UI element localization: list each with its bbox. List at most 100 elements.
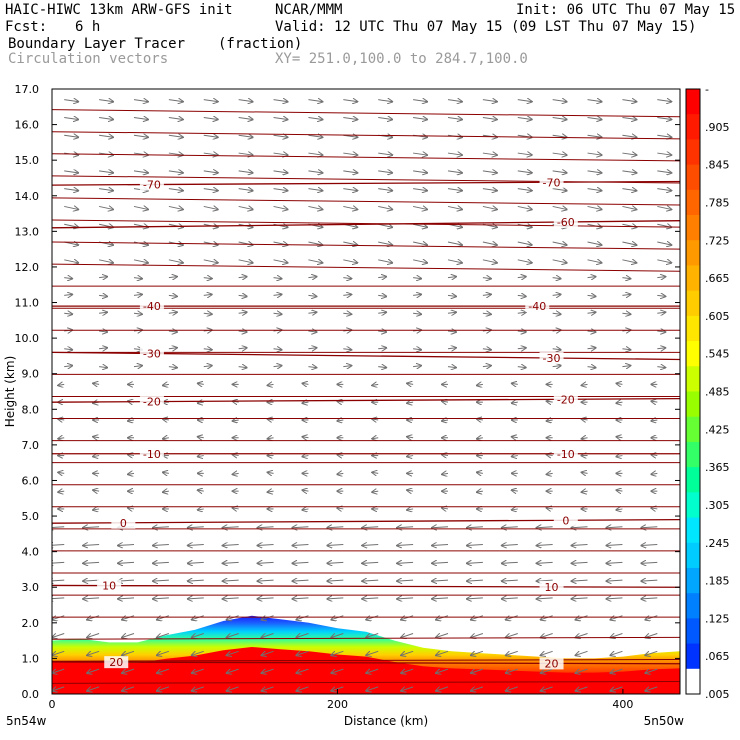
circulation-vector — [552, 153, 567, 155]
circulation-vector — [168, 312, 177, 313]
circulation-vector — [622, 135, 636, 137]
circulation-vector — [447, 277, 456, 278]
contour-label: -40 — [528, 300, 546, 313]
contour-line — [52, 131, 680, 140]
circulation-vector — [378, 331, 386, 332]
circulation-vector — [99, 135, 113, 137]
circulation-vector — [203, 100, 218, 102]
circulation-vector — [238, 312, 247, 313]
circulation-vector — [366, 633, 379, 638]
y-tick-label: 1.0 — [22, 652, 40, 665]
circulation-vector — [477, 384, 483, 385]
circulation-vector — [610, 686, 623, 691]
circulation-vector — [327, 562, 344, 563]
circulation-vector — [587, 260, 602, 263]
circulation-vector — [118, 598, 135, 599]
circulation-vector — [547, 455, 553, 456]
contour-line — [52, 219, 680, 228]
contour-label-bg — [139, 347, 164, 360]
contour-line — [52, 681, 680, 684]
circulation-vector — [471, 668, 484, 673]
circulation-vector — [401, 615, 414, 620]
circulation-vector — [657, 189, 671, 191]
circulation-vector — [552, 260, 567, 263]
circulation-vector — [537, 545, 553, 546]
circulation-vector — [343, 189, 357, 191]
circulation-vector — [537, 527, 553, 528]
circulation-vector — [547, 508, 553, 509]
circulation-vector — [651, 455, 658, 456]
circulation-vector — [366, 668, 379, 673]
circulation-vector — [587, 171, 602, 173]
circulation-vector — [99, 367, 107, 368]
circulation-vector — [517, 277, 526, 278]
circulation-vector — [64, 117, 78, 119]
circulation-vector — [541, 650, 553, 655]
circulation-vector — [238, 135, 253, 137]
circulation-vector — [168, 367, 177, 368]
y-tick-label: 15.0 — [15, 154, 40, 167]
circulation-vector — [407, 456, 414, 457]
circulation-vector — [292, 580, 309, 581]
circulation-vector — [258, 598, 274, 599]
circulation-vector — [128, 473, 135, 474]
circulation-vector — [482, 117, 497, 119]
circulation-vector — [442, 508, 449, 509]
circulation-vector — [477, 419, 483, 420]
circulation-vector — [587, 331, 596, 332]
circulation-vector — [432, 598, 449, 599]
contour-label-bg — [553, 447, 578, 460]
circulation-vector — [118, 562, 135, 563]
circulation-vector — [512, 437, 518, 438]
contour-label-bg — [539, 580, 564, 593]
circulation-vector — [537, 580, 553, 581]
circulation-vector — [99, 295, 107, 296]
circulation-vector — [133, 313, 142, 314]
circulation-vector — [302, 509, 309, 510]
circulation-vector — [413, 189, 427, 191]
circulation-vector — [413, 153, 427, 155]
circulation-vector — [467, 580, 483, 581]
circulation-vector — [64, 313, 72, 314]
circulation-vector — [407, 402, 414, 403]
field1-name: Boundary Layer Tracer — [8, 36, 186, 52]
circulation-vector — [616, 509, 623, 510]
circulation-vector — [582, 438, 588, 439]
contour-label: -20 — [143, 396, 161, 409]
circulation-vectors — [52, 100, 671, 691]
colorbar-swatch — [686, 593, 700, 619]
circulation-vector — [517, 189, 532, 191]
circulation-vector — [506, 686, 518, 691]
circulation-vector — [447, 242, 462, 245]
circulation-vector — [432, 545, 449, 546]
circulation-vector — [308, 117, 322, 119]
circulation-vector — [153, 580, 169, 581]
circulation-vector — [163, 491, 169, 492]
circulation-vector — [188, 580, 204, 581]
circulation-vector — [378, 224, 392, 227]
circulation-vector — [366, 615, 379, 620]
circulation-vector — [582, 491, 588, 492]
circulation-vector — [378, 206, 392, 209]
colorbar-label: .365 — [705, 461, 730, 474]
circulation-vector — [616, 456, 623, 457]
circulation-vector — [587, 206, 602, 209]
colorbar-swatch — [686, 618, 700, 645]
circulation-vector — [657, 367, 665, 368]
circulation-vector — [327, 598, 344, 599]
circulation-vector — [378, 348, 386, 349]
circulation-vector — [432, 527, 449, 528]
contour-line — [52, 241, 680, 250]
circulation-vector — [657, 331, 665, 332]
colorbar-frame — [685, 88, 701, 695]
circulation-vector — [238, 171, 253, 173]
circulation-vector — [168, 295, 177, 296]
circulation-vector — [203, 349, 212, 350]
circulation-vector — [547, 420, 553, 421]
circulation-vector — [587, 367, 596, 368]
circulation-vector — [587, 135, 602, 137]
circulation-vector — [657, 295, 665, 296]
colorbar-label: .005 — [705, 688, 730, 701]
circulation-vector — [517, 295, 526, 296]
